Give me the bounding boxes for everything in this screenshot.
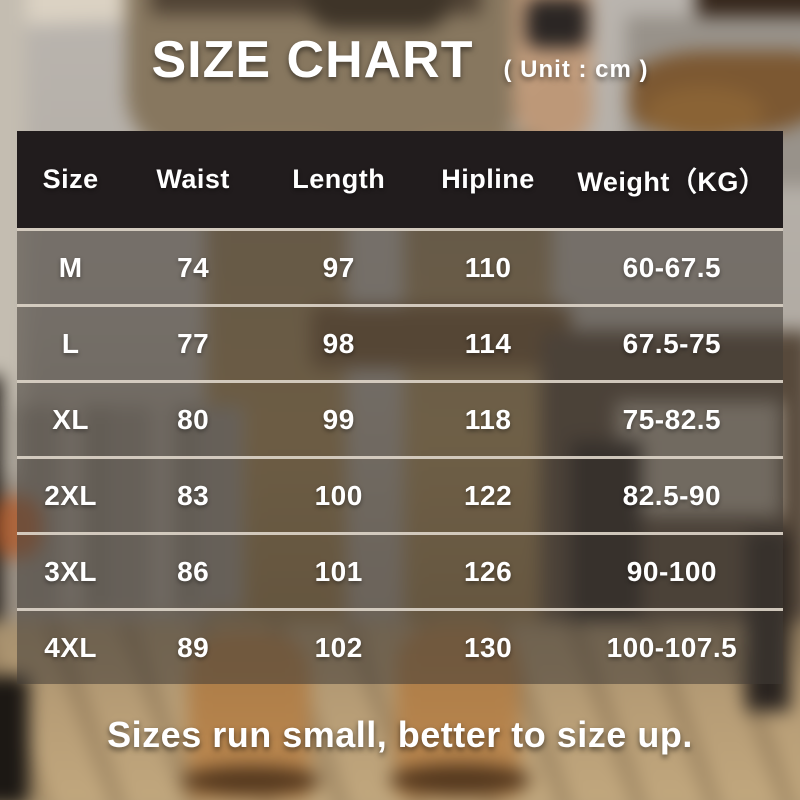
size-cell: XL [52, 403, 89, 435]
waist-cell: 74 [177, 251, 210, 283]
waist-cell: 80 [177, 403, 210, 435]
table-row-2xl: 2XL 83 100 122 82.5-90 [17, 456, 783, 532]
weight-cell: 75-82.5 [622, 403, 722, 435]
length-cell: 97 [322, 251, 355, 283]
hipline-cell: 114 [464, 327, 512, 359]
length-cell: 98 [322, 327, 355, 359]
size-cell: 3XL [44, 555, 98, 587]
table-row-l: L 77 98 114 67.5-75 [17, 304, 783, 380]
hipline-cell: 126 [463, 555, 513, 587]
column-header-size: Size [42, 164, 99, 194]
boot-right-shadow [389, 764, 531, 796]
hipline-cell: 130 [463, 631, 513, 663]
bottom-left-shadow [0, 676, 29, 800]
table-header-row: Size Waist Length Hipline Weight（KG） [17, 131, 783, 228]
boot-left-shadow [181, 766, 321, 796]
size-cell: L [61, 327, 80, 359]
waist-cell: 83 [177, 479, 210, 511]
hipline-cell: 110 [464, 251, 512, 283]
hipline-cell: 122 [463, 479, 513, 511]
wrist-watch [526, 0, 588, 48]
size-chart-table: Size Waist Length Hipline Weight（KG） M 7… [17, 131, 783, 684]
weight-cell: 90-100 [626, 555, 717, 587]
table-body: M 74 97 110 60-67.5 L 77 98 114 67.5-75 … [17, 228, 783, 684]
length-cell: 101 [314, 555, 363, 587]
length-cell: 100 [314, 479, 363, 511]
column-header-hipline: Hipline [441, 164, 535, 194]
table-row-3xl: 3XL 86 101 126 90-100 [17, 532, 783, 608]
waist-cell: 89 [177, 631, 210, 663]
weight-cell: 82.5-90 [622, 479, 722, 511]
page-title: SIZE CHART [151, 31, 474, 89]
waist-cell: 86 [177, 555, 210, 587]
weight-cell: 67.5-75 [622, 327, 722, 359]
weight-cell: 100-107.5 [606, 631, 738, 663]
overall-bib [306, 0, 451, 29]
unit-label: ( Unit : cm ) [503, 56, 649, 83]
length-cell: 99 [322, 403, 355, 435]
waist-cell: 77 [177, 327, 210, 359]
column-header-weight: Weight（KG） [577, 167, 767, 197]
size-cell: 2XL [44, 479, 98, 511]
hipline-cell: 118 [464, 403, 512, 435]
title-bar: SIZE CHART ( Unit : cm ) [0, 31, 800, 89]
weight-cell: 60-67.5 [622, 251, 722, 283]
size-cell: 4XL [44, 631, 98, 663]
table-row-m: M 74 97 110 60-67.5 [17, 231, 783, 304]
column-header-waist: Waist [156, 164, 230, 194]
length-cell: 102 [314, 631, 363, 663]
column-header-length: Length [292, 164, 386, 194]
size-cell: M [58, 251, 83, 283]
sizing-advice-note: Sizes run small, better to size up. [107, 714, 693, 755]
table-row-4xl: 4XL 89 102 130 100-107.5 [17, 608, 783, 684]
table-row-xl: XL 80 99 118 75-82.5 [17, 380, 783, 456]
